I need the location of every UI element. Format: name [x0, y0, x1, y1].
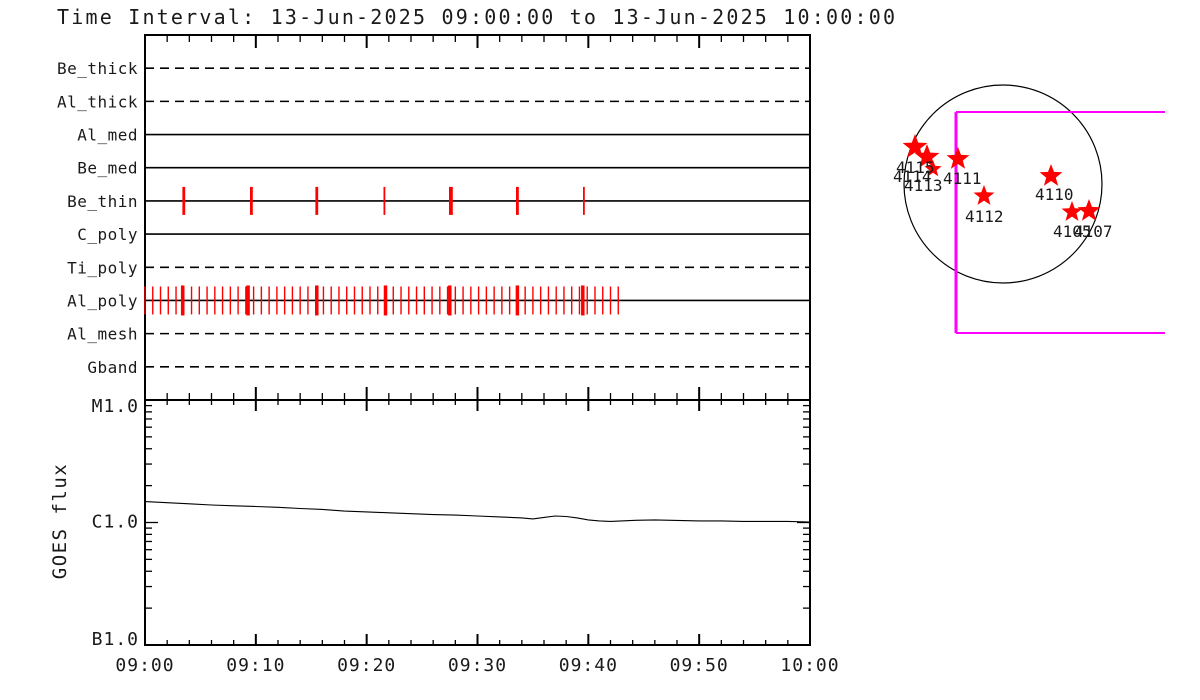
active-region-label-4111: 4111 — [943, 169, 982, 188]
row-label-Al_mesh: Al_mesh — [67, 325, 138, 344]
active-region-label-4113: 4113 — [904, 176, 943, 195]
active-region-star-4107 — [1077, 199, 1101, 221]
row-label-Al_thick: Al_thick — [57, 92, 138, 111]
row-label-Al_med: Al_med — [77, 126, 138, 145]
y-tick-label: B1.0 — [92, 629, 139, 650]
active-region-star-4113 — [924, 160, 942, 177]
row-label-Gband: Gband — [87, 358, 138, 377]
x-tick-label: 09:50 — [670, 655, 729, 676]
plot-title: Time Interval: 13-Jun-2025 09:00:00 to 1… — [57, 5, 897, 29]
timeline-frame — [144, 34, 811, 401]
active-region-label-4115: 4115 — [896, 158, 935, 177]
y-tick-label: C1.0 — [92, 512, 139, 533]
active-region-star-4110 — [1039, 164, 1063, 186]
goes-frame — [144, 399, 811, 646]
row-label-Be_med: Be_med — [77, 159, 138, 178]
row-label-Al_poly: Al_poly — [67, 291, 138, 310]
x-tick-label: 10:00 — [780, 655, 839, 676]
row-label-Be_thick: Be_thick — [57, 59, 138, 78]
active-region-star-4115 — [902, 134, 928, 158]
active-region-label-4112: 4112 — [965, 207, 1004, 226]
goes-y-axis-title: GOES flux — [49, 463, 71, 579]
x-tick-label: 09:10 — [226, 655, 285, 676]
x-tick-label: 09:00 — [115, 655, 174, 676]
active-region-label-4110: 4110 — [1035, 185, 1074, 204]
x-tick-label: 09:30 — [448, 655, 507, 676]
filter-timeline-panel: Be_thick Al_thick Al_med Be_med Be_thin C_pol… — [57, 34, 811, 411]
row-label-Be_thin: Be_thin — [67, 192, 138, 211]
x-tick-label: 09:20 — [337, 655, 396, 676]
x-tick-label: 09:40 — [559, 655, 618, 676]
goes-flux-panel: M1.0 C1.0 B1.0 09:00 09:10 09:20 09:30 09:40 09:… — [49, 396, 839, 676]
active-region-label-4107: 4107 — [1074, 222, 1113, 241]
active-region-star-4114 — [914, 144, 940, 168]
active-region-label-4114: 4114 — [893, 167, 932, 186]
row-label-C_poly: C_poly — [77, 225, 138, 244]
goes-flux-curve — [144, 501, 811, 523]
active-region-star-4105 — [1061, 201, 1083, 221]
row-label-Ti_poly: Ti_poly — [67, 258, 138, 277]
y-tick-label: M1.0 — [92, 396, 139, 417]
active-region-star-4111 — [946, 147, 970, 169]
solar-limb-circle — [903, 84, 1103, 284]
active-region-star-4112 — [973, 185, 995, 205]
active-region-label-4105: 4105 — [1053, 222, 1092, 241]
